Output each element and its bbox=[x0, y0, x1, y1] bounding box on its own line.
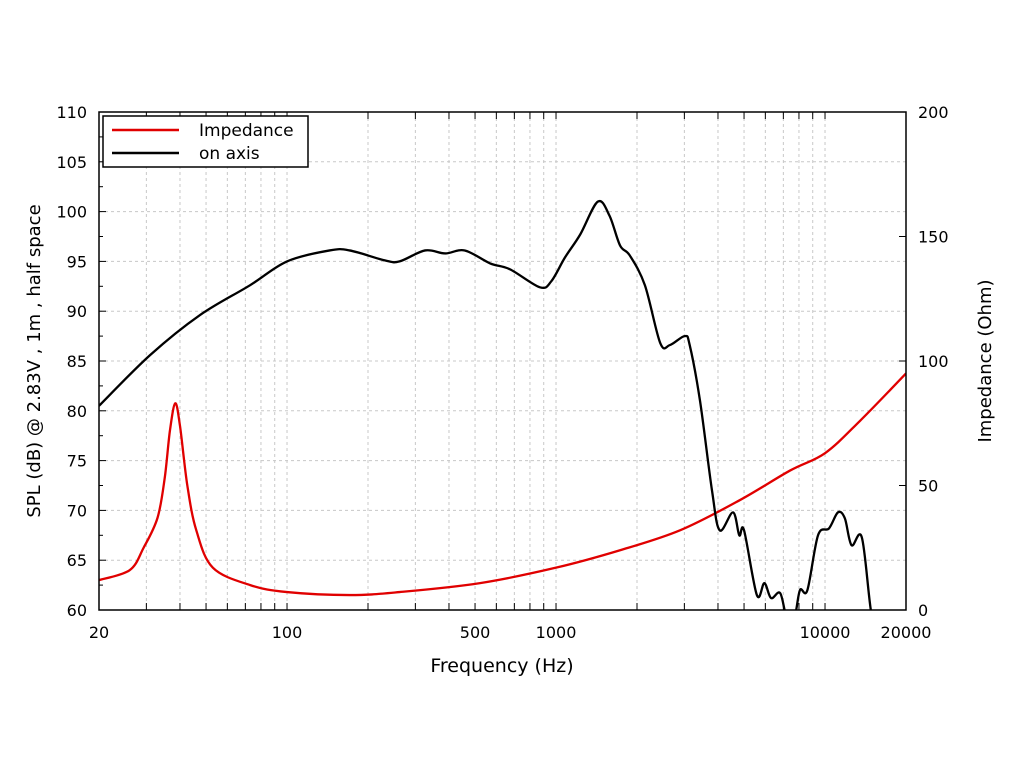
y-tick-label: 95 bbox=[67, 252, 87, 271]
y-tick-label: 80 bbox=[67, 402, 87, 421]
x-axis-label: Frequency (Hz) bbox=[430, 655, 573, 677]
y-tick-label: 110 bbox=[56, 103, 87, 122]
y-tick-label: 75 bbox=[67, 452, 87, 471]
y-tick-label: 100 bbox=[56, 203, 87, 222]
y-tick-label: 65 bbox=[67, 551, 87, 570]
curves bbox=[99, 199, 906, 610]
y-axis-label: SPL (dB) @ 2.83V , 1m , half space bbox=[24, 204, 45, 517]
y-tick-label: 90 bbox=[67, 302, 87, 321]
y2-tick-label: 50 bbox=[918, 477, 938, 496]
y2-tick-label: 200 bbox=[918, 103, 949, 122]
y-tick-label: 60 bbox=[67, 601, 87, 620]
y-tick-label: 70 bbox=[67, 501, 87, 520]
y2-axis-label: Impedance (Ohm) bbox=[975, 279, 996, 442]
x-tick-label: 100 bbox=[272, 623, 303, 642]
x-tick-label: 20000 bbox=[881, 623, 932, 642]
x-tick-label: 1000 bbox=[536, 623, 577, 642]
y-tick-label: 105 bbox=[56, 153, 87, 172]
x-tick-label: 500 bbox=[460, 623, 491, 642]
legend-label-impedance: Impedance bbox=[199, 121, 294, 141]
legend-label-on-axis: on axis bbox=[199, 144, 260, 164]
legend-box bbox=[102, 115, 309, 168]
y-tick-label: 85 bbox=[67, 352, 87, 371]
series-line-impedance bbox=[99, 372, 906, 597]
legend: Impedance on axis bbox=[102, 115, 309, 168]
series-line-on-axis bbox=[99, 199, 872, 610]
ticks: 60 65 70 75 80 85 90 95 100 105 110 0 50 100 150 200 20 1… bbox=[56, 103, 948, 642]
grid bbox=[98, 111, 907, 611]
y2-tick-label: 0 bbox=[918, 601, 928, 620]
x-tick-label: 20 bbox=[89, 623, 109, 642]
x-tick-label: 10000 bbox=[800, 623, 851, 642]
y2-tick-label: 100 bbox=[918, 352, 949, 371]
y2-tick-label: 150 bbox=[918, 228, 949, 247]
